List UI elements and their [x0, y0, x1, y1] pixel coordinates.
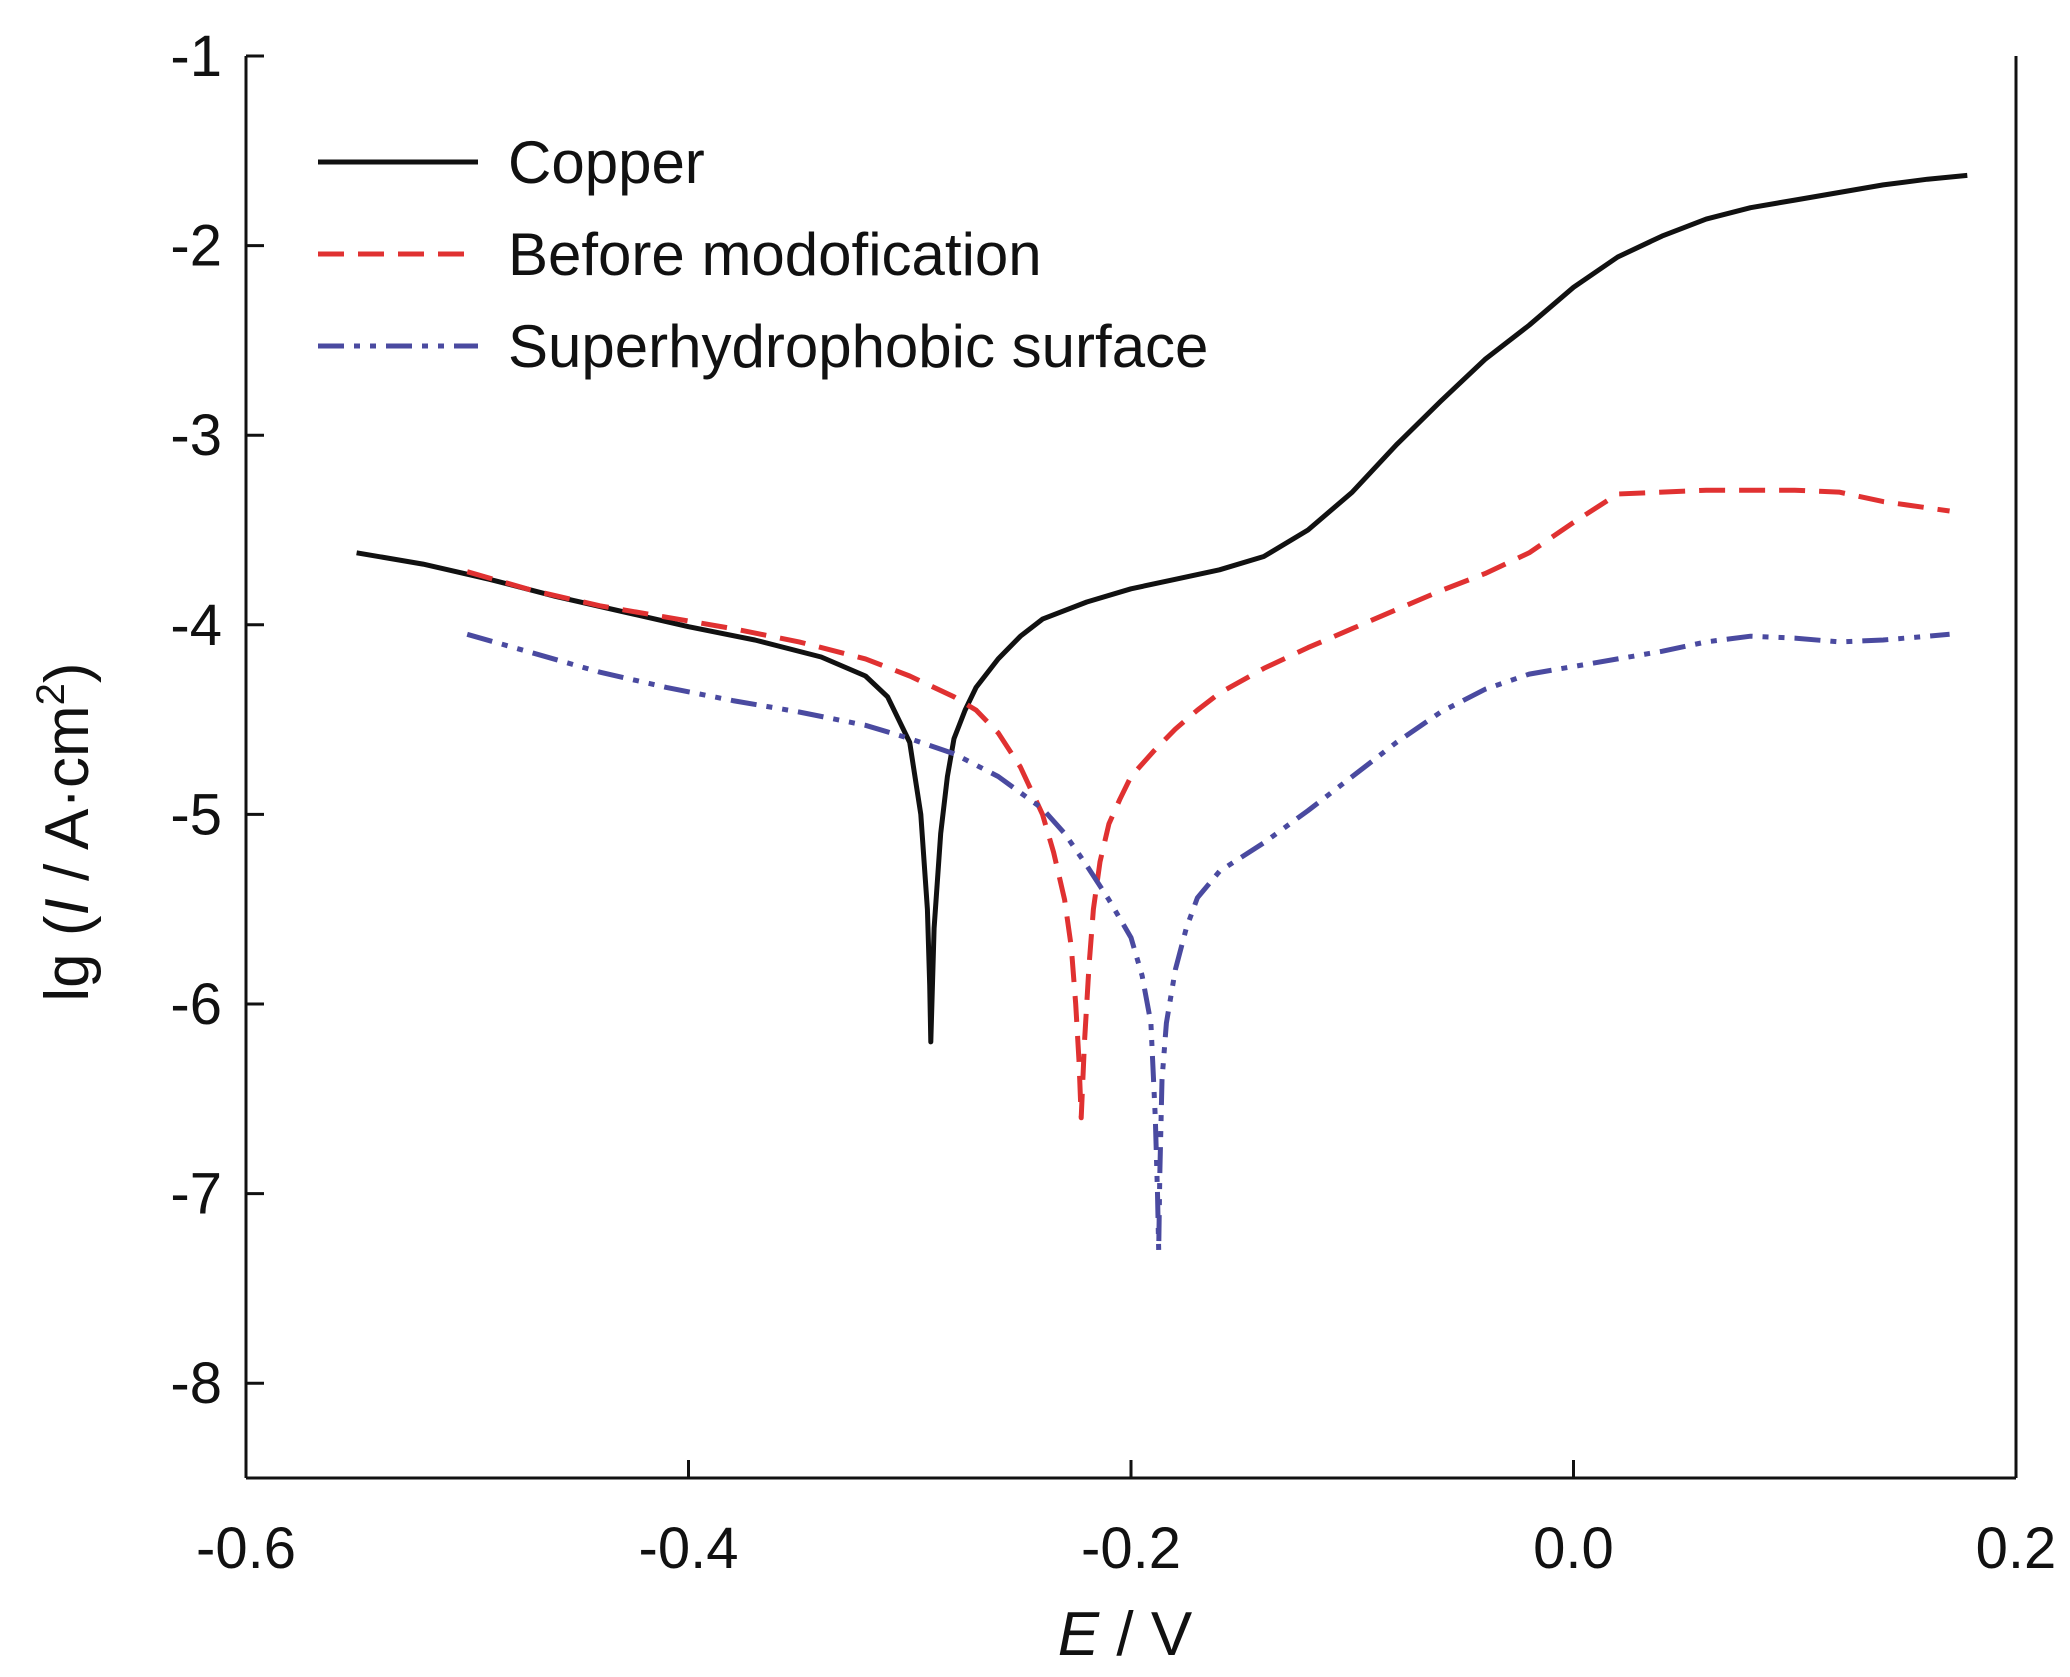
x-tick-label: -0.4 — [639, 1516, 739, 1581]
series-line-3 — [466, 631, 1950, 1253]
x-tick-label: 0.0 — [1533, 1516, 1614, 1581]
y-tick-label: -8 — [170, 1351, 222, 1416]
y-axis-ticks: -8 -7 -6 -5 -4 -3 -2 -1 — [170, 24, 264, 1416]
y-tick-label: -5 — [170, 782, 222, 847]
y-axis-title-superscript: 2 — [29, 683, 73, 705]
y-tick-label: -3 — [170, 403, 222, 468]
y-axis-title-symbol: I — [33, 898, 102, 915]
x-tick-label: -0.2 — [1081, 1516, 1181, 1581]
legend: Copper Before modofication Superhydrophobi… — [318, 129, 1208, 380]
legend-label-2: Before modofication — [508, 221, 1042, 288]
data-curves — [356, 172, 1968, 1253]
x-tick-label: -0.6 — [196, 1516, 296, 1581]
x-axis-title-symbol: E — [1058, 1600, 1100, 1669]
y-axis-title-suffix: ) — [33, 662, 102, 683]
y-tick-label: -2 — [170, 214, 222, 279]
y-tick-label: -6 — [170, 972, 222, 1037]
y-tick-label: -4 — [170, 593, 222, 658]
y-axis-title-unit: / A·cm — [33, 705, 102, 898]
series-line-2 — [466, 487, 1950, 1121]
x-axis-ticks: -0.6 -0.4 -0.2 0.0 0.2 — [196, 1460, 2056, 1581]
x-axis-title: E / V — [1058, 1600, 1193, 1669]
y-axis-title-prefix: lg ( — [33, 915, 102, 1001]
legend-label-1: Copper — [508, 129, 705, 196]
x-tick-label: 0.2 — [1976, 1516, 2057, 1581]
legend-label-3: Superhydrophobic surface — [508, 313, 1208, 380]
series-line-1 — [356, 172, 1968, 1045]
y-tick-label: -1 — [170, 24, 222, 89]
x-axis-title-unit: / V — [1099, 1600, 1193, 1669]
y-axis-title: lg (I / A·cm2) — [29, 662, 102, 1001]
y-tick-label: -7 — [170, 1162, 222, 1227]
